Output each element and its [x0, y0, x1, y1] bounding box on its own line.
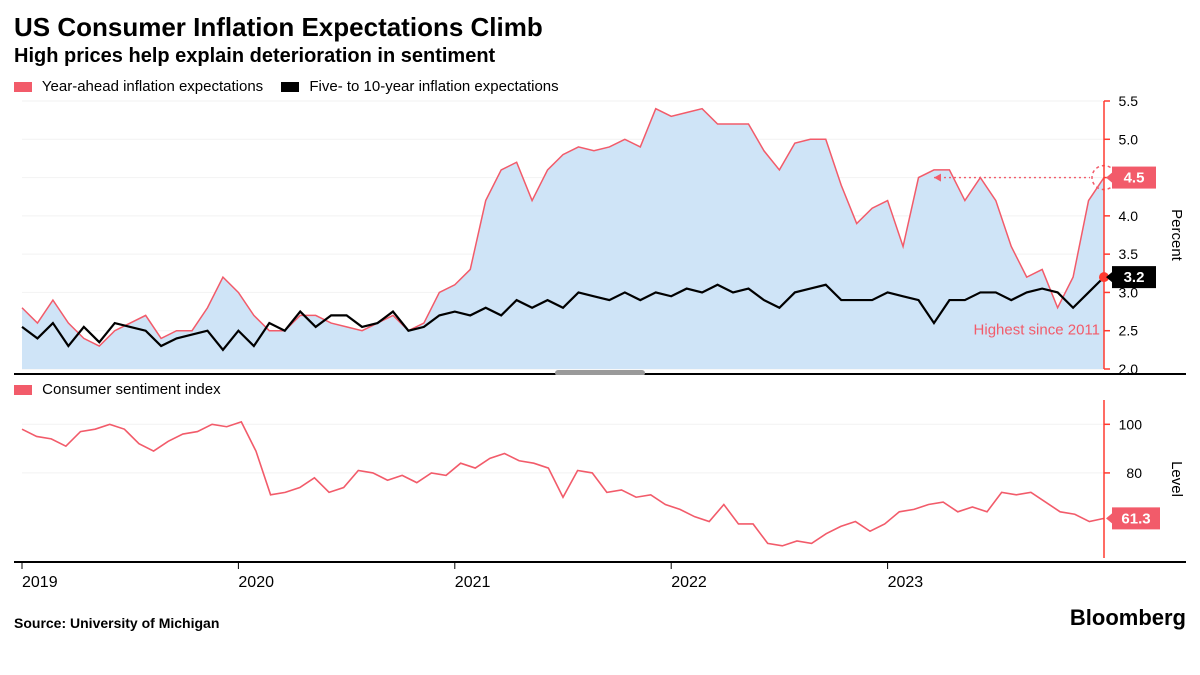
- chart-title: US Consumer Inflation Expectations Climb: [14, 12, 1186, 43]
- source-text: Source: University of Michigan: [14, 615, 219, 631]
- svg-text:5.5: 5.5: [1119, 95, 1139, 109]
- top-legend: Year-ahead inflation expectations Five- …: [14, 78, 1186, 95]
- svg-text:61.3: 61.3: [1121, 510, 1150, 527]
- svg-text:2019: 2019: [22, 574, 58, 591]
- svg-text:4.5: 4.5: [1124, 170, 1145, 187]
- brand-logo: Bloomberg: [1070, 605, 1186, 631]
- svg-text:3.5: 3.5: [1119, 246, 1139, 262]
- svg-text:2022: 2022: [671, 574, 707, 591]
- legend-item: Year-ahead inflation expectations: [14, 78, 263, 95]
- legend-item: Five- to 10-year inflation expectations: [281, 78, 558, 95]
- svg-text:2023: 2023: [888, 574, 924, 591]
- svg-text:100: 100: [1119, 416, 1143, 432]
- legend-label: Consumer sentiment index: [42, 381, 220, 398]
- legend-swatch: [14, 385, 32, 395]
- inflation-chart: Highest since 20112.02.53.03.54.04.55.05…: [14, 95, 1186, 375]
- legend-label: Five- to 10-year inflation expectations: [309, 78, 558, 95]
- legend-swatch: [14, 82, 32, 92]
- svg-text:2.5: 2.5: [1119, 323, 1139, 339]
- svg-text:2020: 2020: [238, 574, 274, 591]
- bottom-legend: Consumer sentiment index: [14, 381, 1186, 398]
- sentiment-chart: 100 80 Level 61.3: [14, 398, 1186, 563]
- svg-text:Level: Level: [1168, 461, 1185, 497]
- chart-subtitle: High prices help explain deterioration i…: [14, 45, 1186, 68]
- svg-text:2021: 2021: [455, 574, 491, 591]
- svg-text:80: 80: [1126, 465, 1142, 481]
- svg-text:Percent: Percent: [1168, 209, 1185, 262]
- svg-text:3.2: 3.2: [1124, 269, 1145, 286]
- svg-text:2.0: 2.0: [1119, 361, 1139, 375]
- svg-text:4.0: 4.0: [1119, 208, 1139, 224]
- legend-swatch: [281, 82, 299, 92]
- legend-label: Year-ahead inflation expectations: [42, 78, 263, 95]
- x-axis: 2019 2020 2021 2022 2023: [14, 563, 1186, 601]
- svg-text:5.0: 5.0: [1119, 131, 1139, 147]
- legend-item: Consumer sentiment index: [14, 381, 221, 398]
- svg-text:Highest since 2011: Highest since 2011: [974, 322, 1100, 339]
